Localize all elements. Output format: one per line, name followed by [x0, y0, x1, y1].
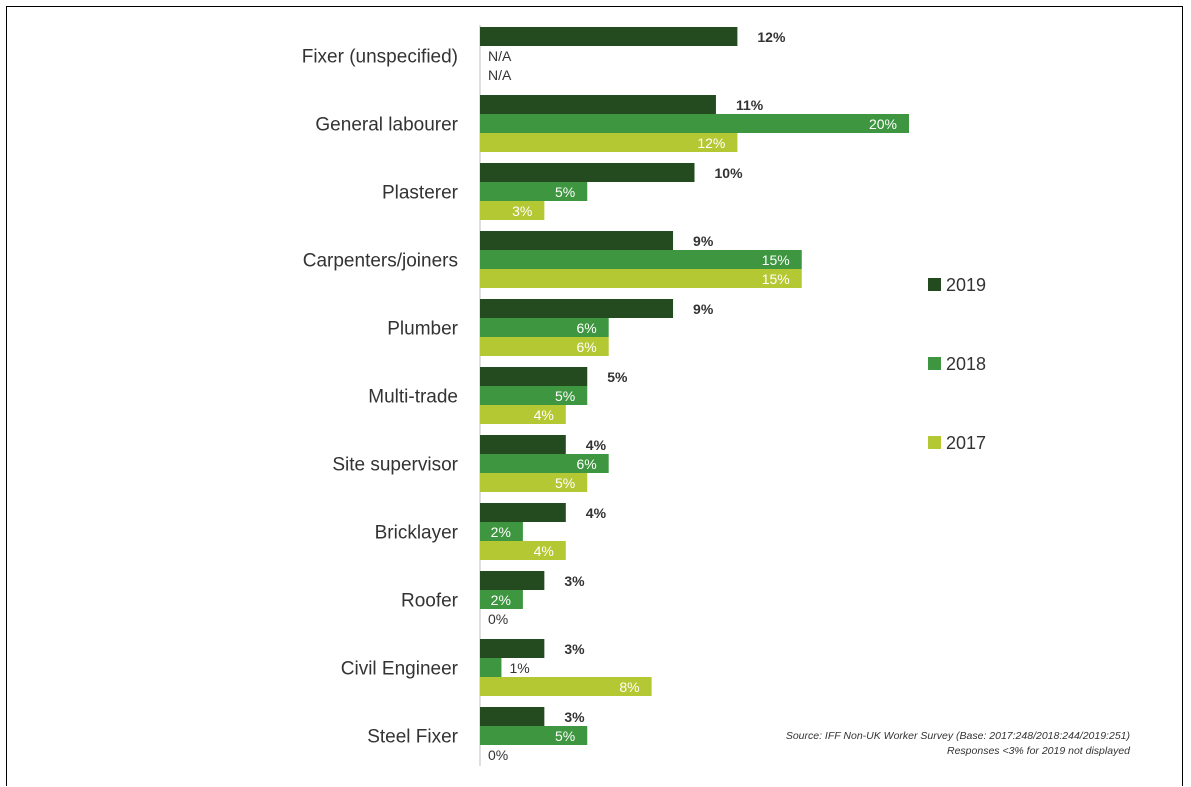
category-label-steel-fixer: Steel Fixer [367, 727, 458, 748]
bar-general-labourer-2019 [480, 95, 716, 114]
bar-steel-fixer-2019 [480, 707, 545, 726]
data-label-site-supervisor-2017: 5% [555, 475, 575, 491]
bar-general-labourer-2017 [480, 133, 738, 152]
category-label-roofer: Roofer [401, 591, 459, 612]
bar-site-supervisor-2018 [480, 454, 609, 473]
bar-carpenters-joiners-2017 [480, 269, 802, 288]
data-label-fixer-unspecified-2019: 12% [757, 29, 786, 45]
category-label-general-labourer: General labourer [315, 115, 458, 136]
bar-civil-engineer-2018 [480, 658, 502, 677]
bar-site-supervisor-2019 [480, 435, 566, 454]
bar-plumber-2018 [480, 318, 609, 337]
bar-fixer-unspecified-2019 [480, 27, 738, 46]
bar-roofer-2018 [480, 590, 523, 609]
bar-plumber-2017 [480, 337, 609, 356]
bar-steel-fixer-2018 [480, 726, 588, 745]
data-label-plasterer-2017: 3% [512, 203, 532, 219]
bar-plasterer-2018 [480, 182, 588, 201]
source-note-line-2: Responses <3% for 2019 not displayed [947, 745, 1131, 757]
bar-multi-trade-2019 [480, 367, 588, 386]
data-label-fixer-unspecified-2017: N/A [488, 67, 512, 83]
bar-plumber-2019 [480, 299, 674, 318]
data-label-bricklayer-2019: 4% [586, 505, 607, 521]
data-label-carpenters-joiners-2017: 15% [762, 271, 790, 287]
legend-swatch-2017 [928, 436, 941, 449]
legend: 2019 2018 2017 [928, 275, 986, 453]
bar-civil-engineer-2017 [480, 677, 652, 696]
data-label-site-supervisor-2019: 4% [586, 437, 607, 453]
data-label-bricklayer-2018: 2% [491, 524, 511, 540]
bar-roofer-2019 [480, 571, 545, 590]
legend-label-2018: 2018 [946, 354, 986, 374]
category-label-plumber: Plumber [387, 319, 458, 340]
data-label-civil-engineer-2019: 3% [564, 641, 585, 657]
data-label-plumber-2019: 9% [693, 301, 714, 317]
category-label-civil-engineer: Civil Engineer [341, 659, 459, 680]
source-note: Source: IFF Non-UK Worker Survey (Base: … [786, 730, 1131, 757]
legend-label-2017: 2017 [946, 433, 986, 453]
data-label-plumber-2017: 6% [576, 339, 596, 355]
data-label-general-labourer-2017: 12% [697, 135, 725, 151]
category-label-site-supervisor: Site supervisor [332, 455, 458, 476]
bars-layer [479, 25, 909, 766]
category-label-multi-trade: Multi-trade [368, 387, 458, 408]
data-label-steel-fixer-2019: 3% [564, 709, 585, 725]
data-label-steel-fixer-2017: 0% [488, 747, 508, 763]
data-label-roofer-2017: 0% [488, 611, 508, 627]
bar-plasterer-2017 [480, 201, 545, 220]
data-label-roofer-2019: 3% [564, 573, 585, 589]
data-label-carpenters-joiners-2018: 15% [762, 252, 790, 268]
data-label-multi-trade-2017: 4% [534, 407, 554, 423]
bar-plasterer-2019 [480, 163, 695, 182]
bar-carpenters-joiners-2019 [480, 231, 674, 250]
bar-bricklayer-2018 [480, 522, 523, 541]
category-label-bricklayer: Bricklayer [375, 523, 459, 544]
bar-general-labourer-2018 [480, 114, 909, 133]
bar-bricklayer-2017 [480, 541, 566, 560]
data-label-multi-trade-2019: 5% [607, 369, 628, 385]
legend-swatch-2019 [928, 278, 941, 291]
category-label-fixer-unspecified: Fixer (unspecified) [302, 47, 458, 68]
bar-site-supervisor-2017 [480, 473, 588, 492]
data-label-carpenters-joiners-2019: 9% [693, 233, 714, 249]
data-label-plasterer-2018: 5% [555, 184, 575, 200]
data-label-site-supervisor-2018: 6% [576, 456, 596, 472]
bar-carpenters-joiners-2018 [480, 250, 802, 269]
labels-layer: Fixer (unspecified) 12% N/A N/A General labo… [302, 29, 897, 763]
source-note-line-1: Source: IFF Non-UK Worker Survey (Base: … [786, 730, 1130, 742]
chart-frame [6, 6, 1183, 786]
bar-civil-engineer-2019 [480, 639, 545, 658]
data-label-civil-engineer-2017: 8% [619, 679, 639, 695]
data-label-general-labourer-2018: 20% [869, 116, 897, 132]
data-label-bricklayer-2017: 4% [534, 543, 554, 559]
data-label-plasterer-2019: 10% [715, 165, 744, 181]
data-label-plumber-2018: 6% [576, 320, 596, 336]
data-label-multi-trade-2018: 5% [555, 388, 575, 404]
category-label-plasterer: Plasterer [382, 183, 459, 204]
legend-swatch-2018 [928, 357, 941, 370]
category-label-carpenters-joiners: Carpenters/joiners [303, 251, 458, 272]
legend-label-2019: 2019 [946, 275, 986, 295]
data-label-general-labourer-2019: 11% [736, 97, 764, 113]
data-label-roofer-2018: 2% [491, 592, 511, 608]
data-label-fixer-unspecified-2018: N/A [488, 48, 512, 64]
bar-multi-trade-2017 [480, 405, 566, 424]
bar-multi-trade-2018 [480, 386, 588, 405]
data-label-civil-engineer-2018: 1% [509, 660, 529, 676]
bar-bricklayer-2019 [480, 503, 566, 522]
data-label-steel-fixer-2018: 5% [555, 728, 575, 744]
